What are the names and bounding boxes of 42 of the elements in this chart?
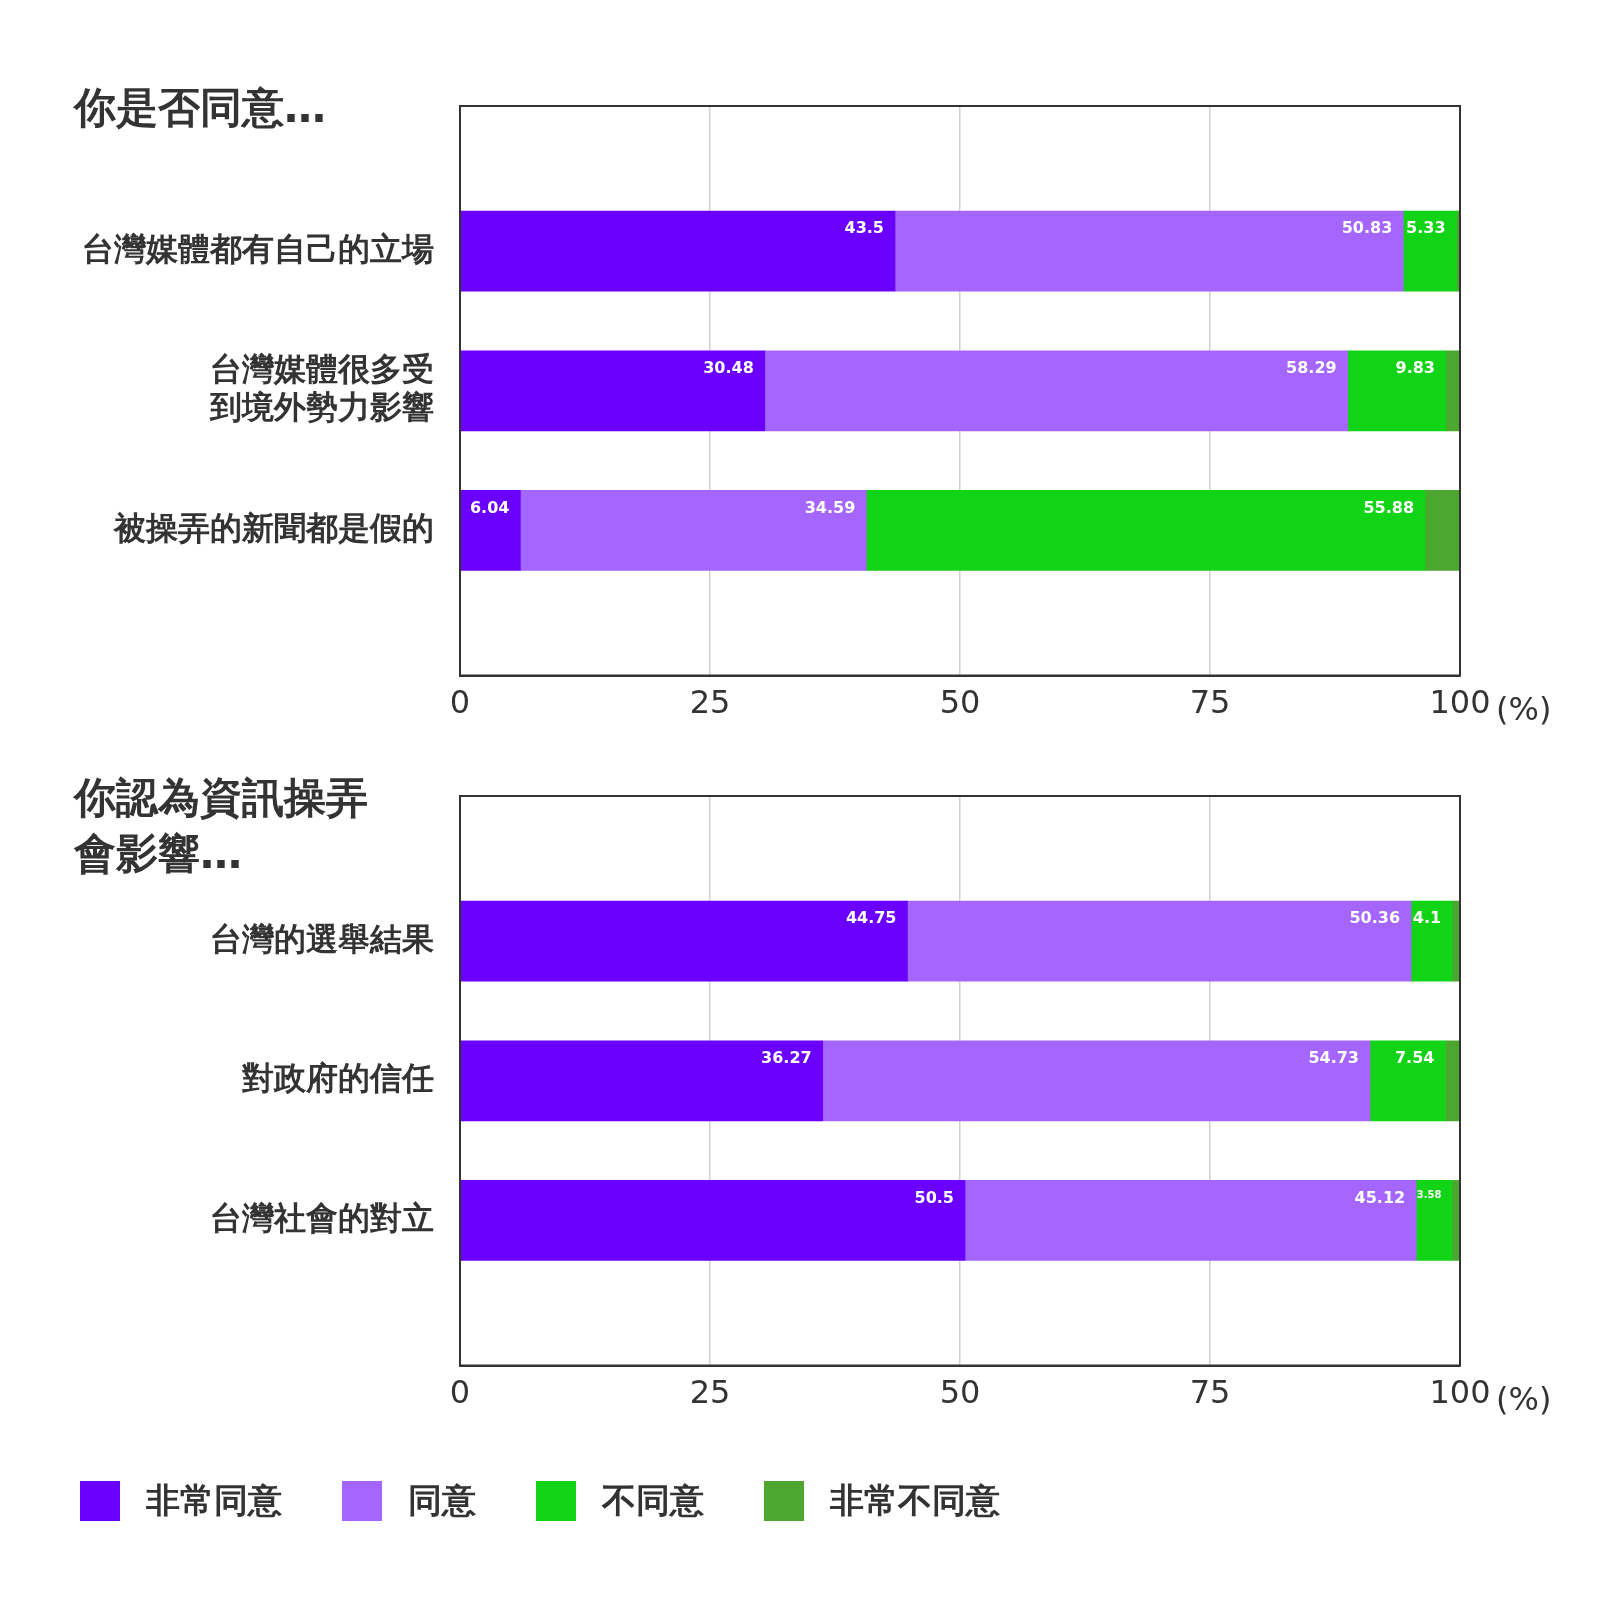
data-label: 44.75	[845, 908, 897, 928]
data-label: 50.5	[914, 1187, 954, 1207]
data-label: 6.04	[469, 497, 510, 517]
legend-label: 非常不同意	[830, 1479, 1000, 1522]
x-axis-title: (%)	[1496, 1379, 1552, 1418]
x-tick-label: 75	[1189, 683, 1231, 722]
y-tick-label: 對政府的信任	[241, 1059, 434, 1098]
y-tick-label: 台灣媒體很多受到境外勢力影響	[209, 349, 434, 427]
x-tick-label: 25	[689, 1373, 731, 1412]
y-tick-label: 台灣社會的對立	[210, 1198, 434, 1237]
x-tick-label: 100	[1429, 683, 1491, 722]
legend-label: 不同意	[602, 1479, 704, 1522]
x-tick-label: 75	[1189, 1373, 1231, 1412]
data-label: 55.88	[1363, 497, 1415, 517]
data-label: 34.59	[804, 497, 856, 517]
data-label: 50.36	[1349, 908, 1401, 928]
data-label: 58.29	[1286, 357, 1337, 377]
y-tick-label: 台灣媒體都有自己的立場	[82, 229, 434, 268]
data-label: 5.33	[1406, 218, 1446, 238]
data-label: 9.83	[1395, 357, 1435, 377]
chart-title: 你是否同意…	[74, 82, 327, 134]
x-tick-label: 50	[939, 683, 981, 722]
x-tick-label: 25	[689, 683, 731, 722]
data-label: 36.27	[761, 1047, 812, 1067]
x-tick-label: 50	[939, 1373, 981, 1412]
data-label: 43.5	[844, 218, 884, 238]
data-label: 7.54	[1394, 1047, 1435, 1067]
chart-title: 你認為資訊操弄會影響…	[74, 772, 369, 880]
y-tick-label: 被操弄的新聞都是假的	[112, 508, 434, 547]
legend-label: 非常同意	[146, 1479, 282, 1522]
x-tick-label: 0	[449, 683, 471, 722]
x-tick-label: 100	[1429, 1373, 1491, 1412]
data-label: 50.83	[1341, 218, 1393, 238]
data-label: 54.73	[1308, 1047, 1359, 1067]
data-label: 4.1	[1412, 908, 1442, 928]
data-label: 45.12	[1354, 1187, 1406, 1207]
x-axis-title: (%)	[1496, 689, 1552, 728]
data-label: 3.58	[1416, 1189, 1442, 1200]
data-label: 30.48	[703, 357, 754, 377]
y-tick-label: 台灣的選舉結果	[210, 919, 434, 958]
legend-label: 同意	[408, 1479, 476, 1522]
x-tick-label: 0	[449, 1373, 471, 1412]
